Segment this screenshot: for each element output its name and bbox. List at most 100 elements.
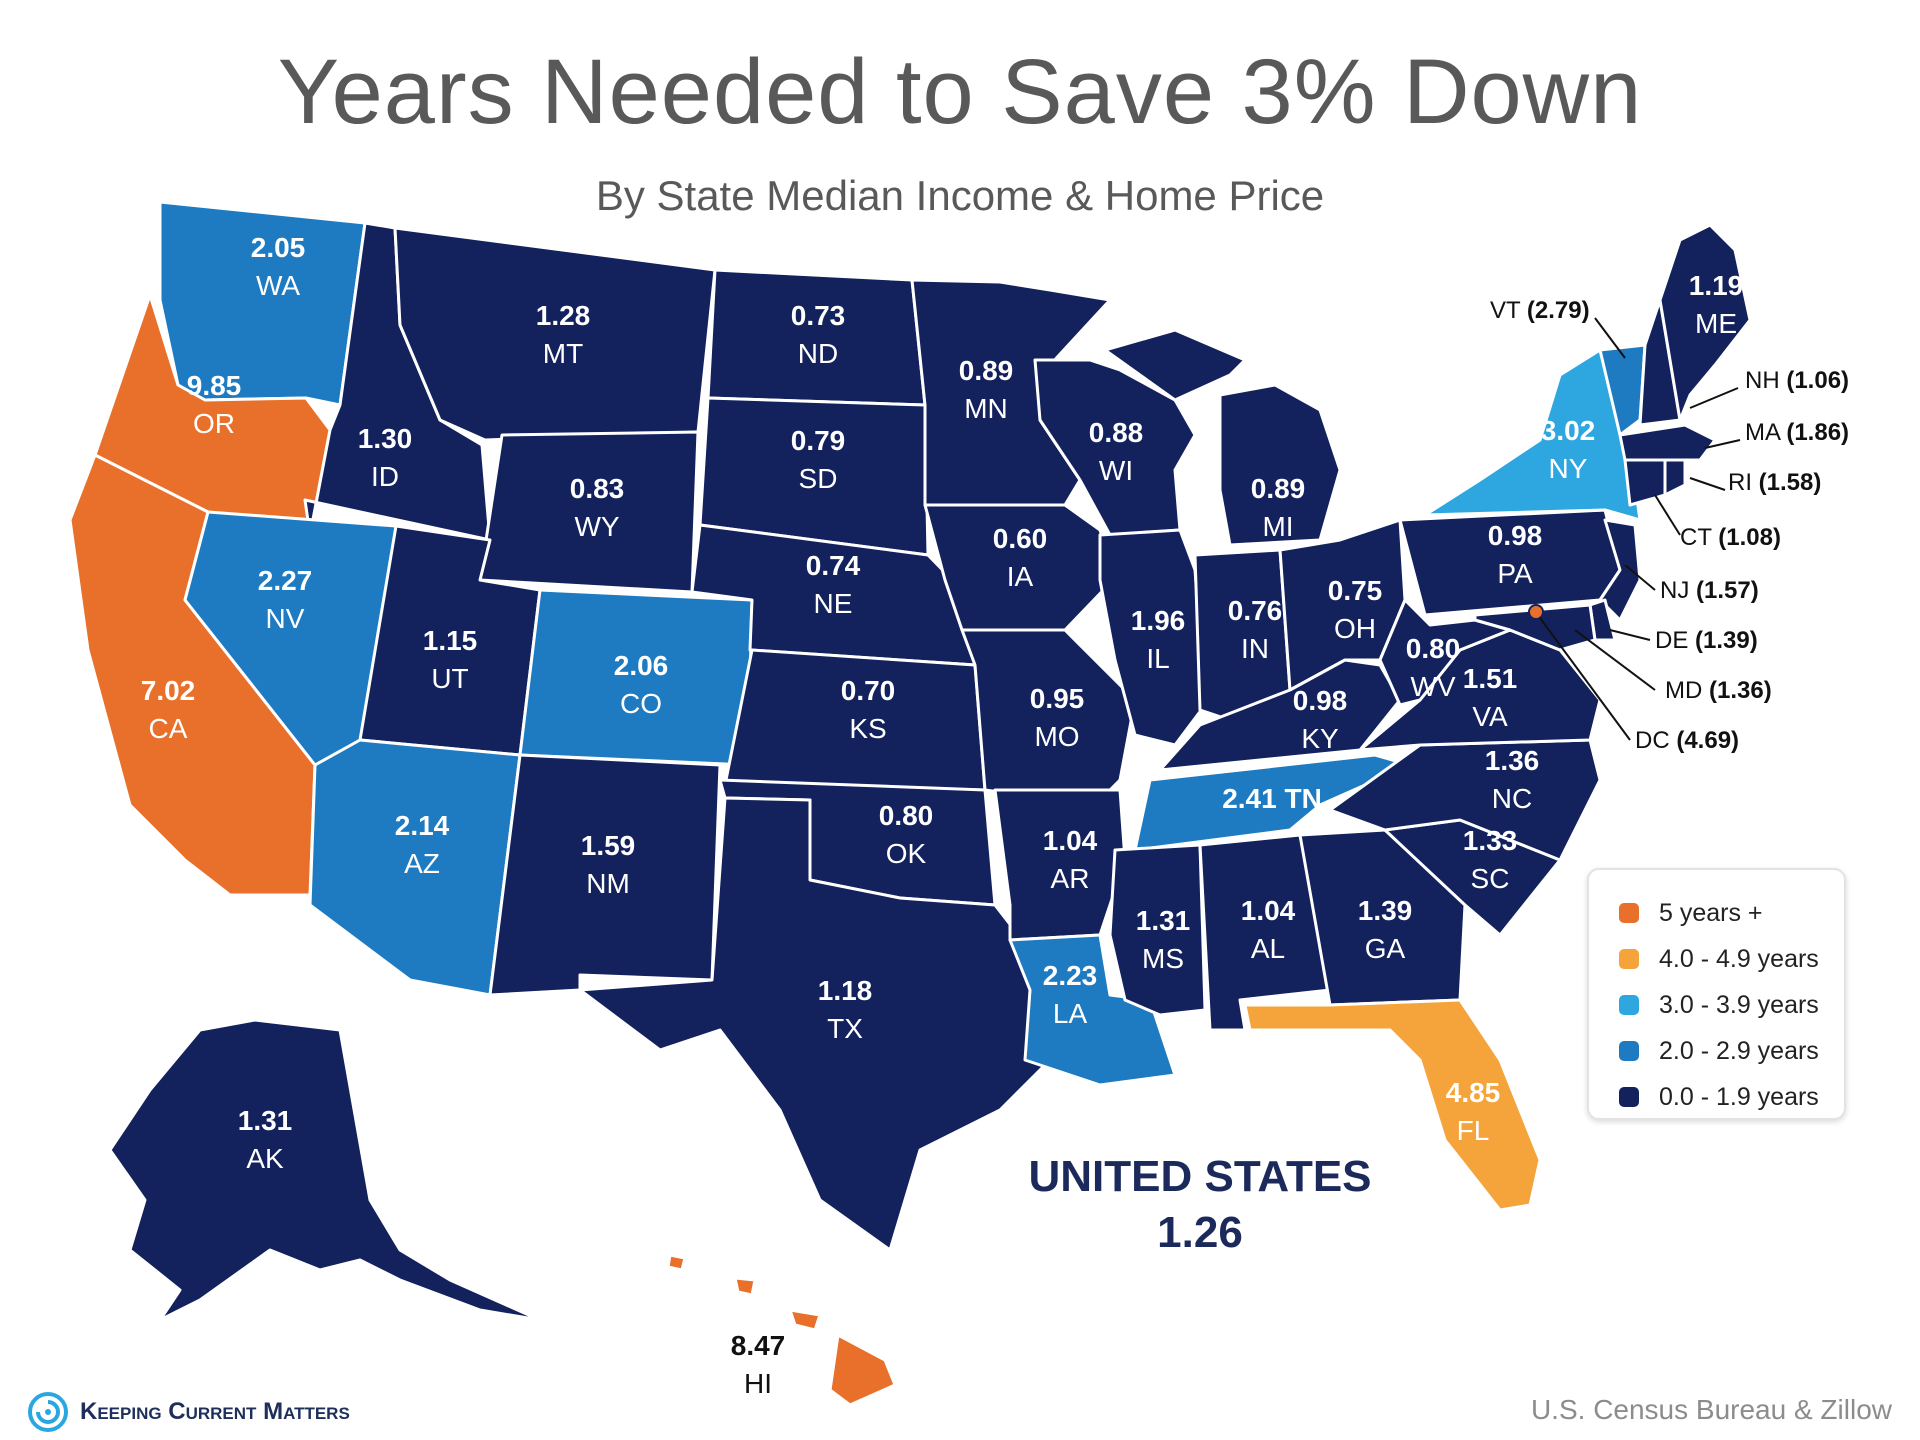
state-abbr-il: IL (1146, 643, 1169, 674)
state-value-ks: 0.70 (841, 675, 896, 706)
state-abbr-ar: AR (1051, 863, 1090, 894)
state-value-mi: 0.89 (1251, 473, 1306, 504)
state-value-il: 1.96 (1131, 605, 1186, 636)
source-credit: U.S. Census Bureau & Zillow (1530, 1394, 1892, 1425)
state-value-ia: 0.60 (993, 523, 1048, 554)
state-abbr-oh: OH (1334, 613, 1376, 644)
state-value-or: 9.85 (187, 370, 242, 401)
state-abbr-ny: NY (1549, 453, 1588, 484)
callout-vt: VT (2.79) (1490, 297, 1590, 324)
callout-abbr-vt: VT (1490, 297, 1527, 324)
state-abbr-la: LA (1053, 998, 1088, 1029)
callout-value-nh: (1.06) (1786, 367, 1849, 394)
state-abbr-in: IN (1241, 633, 1269, 664)
state-il[interactable] (1098, 528, 1207, 747)
callout-abbr-dc: DC (1635, 727, 1676, 754)
state-mi[interactable] (1218, 383, 1342, 547)
state-la[interactable] (1008, 933, 1177, 1087)
callout-ma: MA (1.86) (1745, 419, 1849, 446)
state-value-nd: 0.73 (791, 300, 846, 331)
state-abbr-sd: SD (799, 463, 838, 494)
state-value-wy: 0.83 (570, 473, 625, 504)
state-abbr-wi: WI (1099, 455, 1133, 486)
callout-value-dc: (4.69) (1676, 727, 1739, 754)
state-abbr-mi: MI (1262, 511, 1293, 542)
state-abbr-wy: WY (574, 511, 619, 542)
state-value-hi: 8.47 (731, 1330, 786, 1361)
state-abbr-al: AL (1251, 933, 1285, 964)
page-title: Years Needed to Save 3% Down (277, 41, 1643, 143)
callout-de: DE (1.39) (1655, 627, 1758, 654)
state-abbr-ut: UT (431, 663, 468, 694)
legend-swatch (1619, 1041, 1639, 1061)
legend-label: 2.0 - 2.9 years (1659, 1036, 1819, 1065)
state-mt[interactable] (393, 226, 717, 442)
state-abbr-mn: MN (964, 393, 1008, 424)
state-abbr-nd: ND (798, 338, 838, 369)
state-ga[interactable] (1298, 828, 1467, 1007)
callout-abbr-ri: RI (1728, 469, 1759, 496)
state-abbr-ms: MS (1142, 943, 1184, 974)
state-abbr-ia: IA (1007, 561, 1034, 592)
state-value-ny: 3.02 (1541, 415, 1596, 446)
state-mi-up[interactable] (1103, 328, 1247, 402)
state-mo[interactable] (960, 628, 1137, 807)
state-value-la: 2.23 (1043, 960, 1098, 991)
state-abbr-pa: PA (1497, 558, 1533, 589)
spiral-logo-icon (28, 1392, 68, 1432)
dc-marker[interactable] (1528, 604, 1544, 620)
brand-name: Keeping Current Matters (80, 1398, 350, 1425)
state-ia[interactable] (923, 503, 1117, 632)
callout-value-ri: (1.58) (1759, 469, 1822, 496)
legend-swatch (1619, 903, 1639, 923)
state-abbr-co: CO (620, 688, 662, 719)
state-ma[interactable] (1618, 423, 1717, 462)
callout-nj: NJ (1.57) (1660, 577, 1759, 604)
state-abbr-ca: CA (149, 713, 188, 744)
callout-abbr-ma: MA (1745, 419, 1786, 446)
state-md[interactable] (1473, 603, 1597, 652)
legend-label: 5 years + (1659, 898, 1763, 927)
state-ak[interactable] (108, 1018, 542, 1322)
legend-label: 0.0 - 1.9 years (1659, 1082, 1819, 1111)
state-hi-oahu[interactable] (733, 1276, 757, 1297)
state-id[interactable] (303, 221, 492, 542)
callout-abbr-md: MD (1665, 677, 1709, 704)
us-total-label: UNITED STATES (1028, 1152, 1372, 1201)
state-abbr-me: ME (1695, 308, 1737, 339)
state-abbr-nc: NC (1492, 783, 1532, 814)
state-me[interactable] (1658, 223, 1752, 422)
state-ct[interactable] (1623, 458, 1667, 507)
callout-md: MD (1.36) (1665, 677, 1772, 704)
state-abbr-nm: NM (586, 868, 630, 899)
callout-abbr-nh: NH (1745, 367, 1786, 394)
callout-abbr-nj: NJ (1660, 577, 1696, 604)
state-abbr-sc: SC (1471, 863, 1510, 894)
state-hi-maui[interactable] (788, 1308, 822, 1332)
state-value-ak: 1.31 (238, 1105, 293, 1136)
state-value-wv: 0.80 (1406, 633, 1461, 664)
state-value-ne: 0.74 (806, 550, 861, 581)
legend-swatch (1619, 995, 1639, 1015)
callout-value-ma: (1.86) (1786, 419, 1849, 446)
state-value-id: 1.30 (358, 423, 413, 454)
state-ri[interactable] (1663, 458, 1687, 497)
state-value-ga: 1.39 (1358, 895, 1413, 926)
state-hi-main[interactable] (828, 1333, 897, 1407)
callout-nh: NH (1.06) (1745, 367, 1849, 394)
legend-item: 3.0 - 3.9 years (1619, 990, 1819, 1020)
state-abbr-ak: AK (246, 1143, 284, 1174)
state-value-nm: 1.59 (581, 830, 636, 861)
state-value-ok: 0.80 (879, 800, 934, 831)
callout-dc: DC (4.69) (1635, 727, 1739, 754)
state-fl[interactable] (1243, 998, 1542, 1212)
state-abbr-nv: NV (266, 603, 305, 634)
legend-swatch (1619, 949, 1639, 969)
state-wi[interactable] (1033, 358, 1197, 537)
state-tx[interactable] (578, 796, 1052, 1252)
state-nj[interactable] (1598, 518, 1642, 622)
state-hi-kauai[interactable] (666, 1253, 687, 1272)
legend-item: 2.0 - 2.9 years (1619, 1036, 1819, 1066)
state-nm[interactable] (488, 753, 722, 997)
